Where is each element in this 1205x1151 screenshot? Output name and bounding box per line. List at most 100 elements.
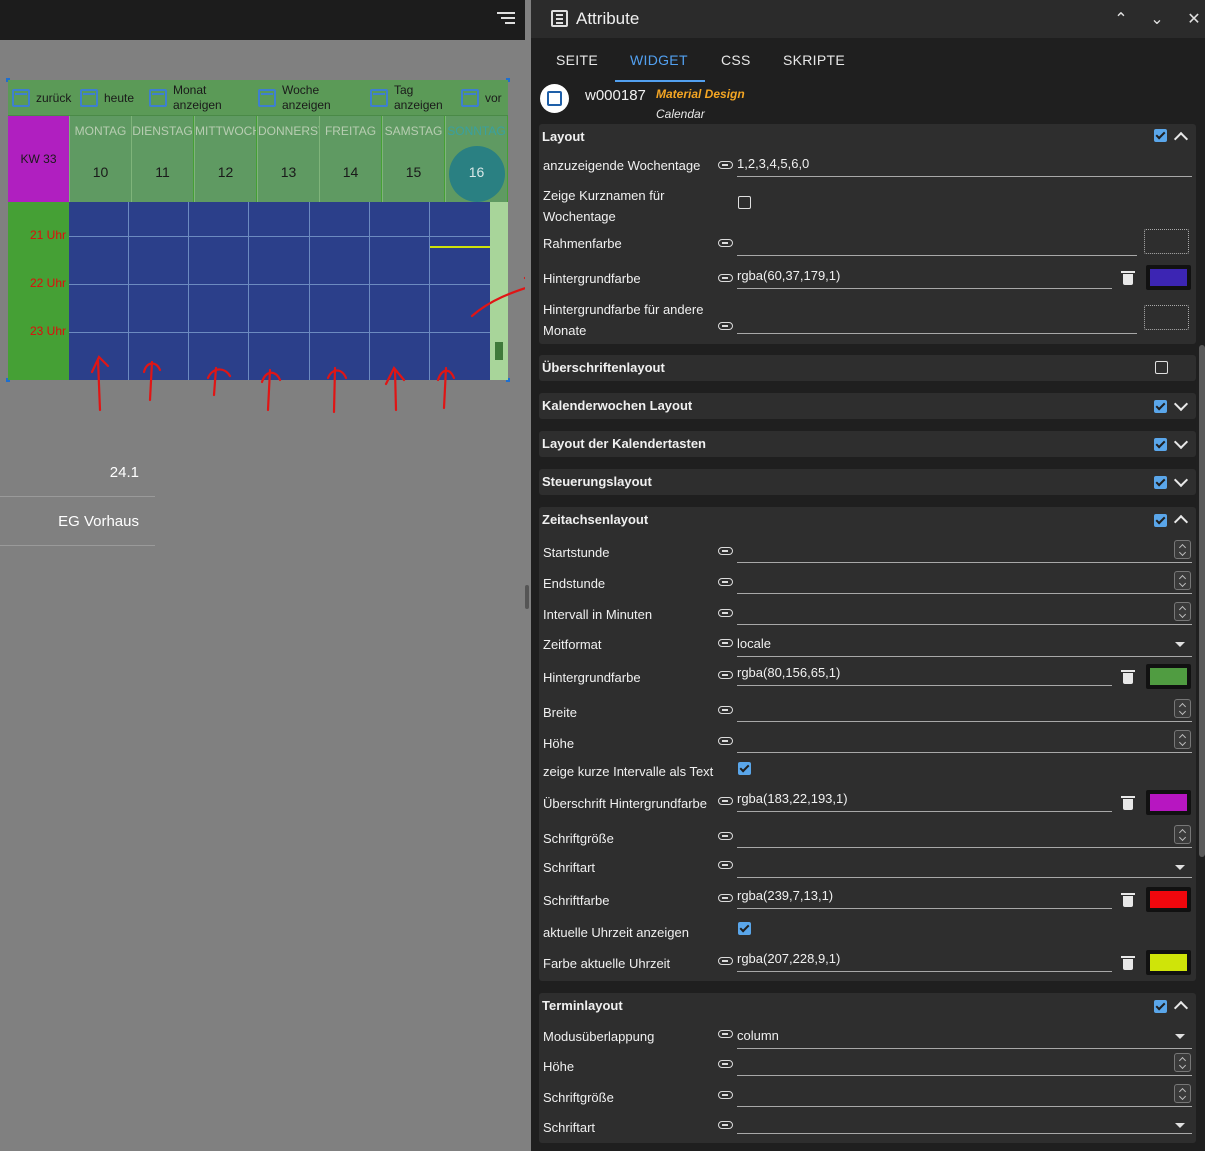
trash-icon[interactable]: [1121, 796, 1135, 810]
calendar-scrollbar[interactable]: [490, 202, 508, 380]
section-enable-checkbox[interactable]: [1155, 361, 1168, 374]
link-icon[interactable]: [718, 706, 733, 714]
link-icon[interactable]: [718, 737, 733, 745]
trash-icon[interactable]: [1121, 670, 1135, 684]
month-view-button[interactable]: Monat anzeigen: [149, 80, 222, 116]
stepper[interactable]: [1174, 699, 1191, 718]
section-kalenderwochen[interactable]: Kalenderwochen Layout: [539, 393, 1196, 419]
color-swatch[interactable]: [1146, 950, 1191, 975]
text-input[interactable]: rgba(207,228,9,1): [737, 948, 1112, 972]
select-input[interactable]: column: [737, 1025, 1192, 1049]
trash-icon[interactable]: [1121, 956, 1135, 970]
trash-icon[interactable]: [1121, 893, 1135, 907]
day-header-today[interactable]: SONNTAG 16: [445, 116, 507, 202]
calendar-widget[interactable]: zurück heute Monat anzeigen Woche anzeig…: [6, 78, 510, 382]
resize-handle[interactable]: [6, 378, 10, 382]
collapse-all-icon[interactable]: ⌃: [1114, 9, 1128, 28]
select-input[interactable]: [737, 854, 1192, 878]
section-ueberschriftenlayout[interactable]: Überschriftenlayout: [539, 355, 1196, 381]
editor-canvas[interactable]: zurück heute Monat anzeigen Woche anzeig…: [0, 0, 525, 1151]
day-header[interactable]: DONNERSTAG 13: [257, 116, 319, 202]
section-header[interactable]: Zeitachsenlayout: [539, 507, 1196, 533]
section-enable-checkbox[interactable]: [1154, 514, 1167, 527]
panel-scrollbar[interactable]: [1199, 345, 1205, 857]
section-steuerungslayout[interactable]: Steuerungslayout: [539, 469, 1196, 495]
chevron-down-icon[interactable]: [1173, 472, 1189, 488]
color-swatch[interactable]: [1146, 790, 1191, 815]
resize-handle[interactable]: [506, 78, 510, 82]
week-view-button[interactable]: Woche anzeigen: [258, 80, 331, 116]
link-icon[interactable]: [718, 957, 733, 965]
checkbox[interactable]: [738, 196, 751, 209]
text-input[interactable]: rgba(183,22,193,1): [737, 788, 1112, 812]
dropdown-arrow-icon[interactable]: [1175, 865, 1185, 870]
expand-all-icon[interactable]: ⌄: [1150, 9, 1164, 28]
forward-button[interactable]: vor: [461, 80, 502, 116]
stepper[interactable]: [1174, 1053, 1191, 1072]
number-input[interactable]: [737, 824, 1192, 848]
menu-icon[interactable]: [497, 12, 515, 26]
section-enable-checkbox[interactable]: [1154, 476, 1167, 489]
text-input[interactable]: 1,2,3,4,5,6,0: [737, 153, 1192, 177]
stepper[interactable]: [1174, 571, 1191, 590]
link-icon[interactable]: [718, 274, 733, 282]
section-header[interactable]: Layout: [539, 124, 1196, 150]
link-icon[interactable]: [718, 161, 733, 169]
tab-widget[interactable]: WIDGET: [630, 52, 688, 68]
section-enable-checkbox[interactable]: [1154, 400, 1167, 413]
number-input[interactable]: [737, 729, 1192, 753]
color-swatch[interactable]: [1146, 265, 1191, 290]
text-input[interactable]: rgba(80,156,65,1): [737, 662, 1112, 686]
link-icon[interactable]: [718, 609, 733, 617]
today-button[interactable]: heute: [80, 80, 134, 116]
stepper[interactable]: [1174, 602, 1191, 621]
tab-skripte[interactable]: SKRIPTE: [783, 52, 846, 68]
text-input[interactable]: [737, 232, 1137, 256]
day-header[interactable]: DIENSTAG 11: [131, 116, 193, 202]
number-input[interactable]: [737, 698, 1192, 722]
resize-handle[interactable]: [506, 378, 510, 382]
text-input[interactable]: rgba(239,7,13,1): [737, 885, 1112, 909]
color-swatch[interactable]: [1146, 664, 1191, 689]
dropdown-arrow-icon[interactable]: [1175, 642, 1185, 647]
tab-css[interactable]: CSS: [721, 52, 751, 68]
day-header[interactable]: SAMSTAG 15: [382, 116, 444, 202]
dropdown-arrow-icon[interactable]: [1175, 1034, 1185, 1039]
stepper[interactable]: [1174, 540, 1191, 559]
day-view-button[interactable]: Tag anzeigen: [370, 80, 443, 116]
link-icon[interactable]: [718, 1091, 733, 1099]
section-enable-checkbox[interactable]: [1154, 129, 1167, 142]
number-input[interactable]: [737, 570, 1192, 594]
link-icon[interactable]: [718, 1121, 733, 1129]
link-icon[interactable]: [718, 639, 733, 647]
dropdown-arrow-icon[interactable]: [1175, 1123, 1185, 1128]
link-icon[interactable]: [718, 1060, 733, 1068]
section-enable-checkbox[interactable]: [1154, 438, 1167, 451]
back-button[interactable]: zurück: [12, 80, 71, 116]
day-header[interactable]: MONTAG 10: [69, 116, 131, 202]
link-icon[interactable]: [718, 322, 733, 330]
chevron-up-icon[interactable]: [1173, 514, 1189, 530]
link-icon[interactable]: [718, 894, 733, 902]
section-kalendertasten[interactable]: Layout der Kalendertasten: [539, 431, 1196, 457]
stepper[interactable]: [1174, 730, 1191, 749]
chevron-down-icon[interactable]: [1173, 396, 1189, 412]
stepper[interactable]: [1174, 1084, 1191, 1103]
day-header[interactable]: MITTWOCH 12: [194, 116, 256, 202]
checkbox[interactable]: [738, 922, 751, 935]
section-enable-checkbox[interactable]: [1154, 1000, 1167, 1013]
stepper[interactable]: [1174, 825, 1191, 844]
close-icon[interactable]: ✕: [1187, 9, 1201, 28]
link-icon[interactable]: [718, 797, 733, 805]
number-input[interactable]: [737, 1052, 1192, 1076]
color-swatch[interactable]: [1144, 229, 1189, 254]
link-icon[interactable]: [718, 578, 733, 586]
day-header[interactable]: FREITAG 14: [319, 116, 381, 202]
number-input[interactable]: [737, 601, 1192, 625]
scrollbar-thumb[interactable]: [495, 342, 503, 360]
tab-seite[interactable]: SEITE: [556, 52, 598, 68]
number-input[interactable]: [737, 1083, 1192, 1107]
link-icon[interactable]: [718, 671, 733, 679]
link-icon[interactable]: [718, 547, 733, 555]
link-icon[interactable]: [718, 239, 733, 247]
